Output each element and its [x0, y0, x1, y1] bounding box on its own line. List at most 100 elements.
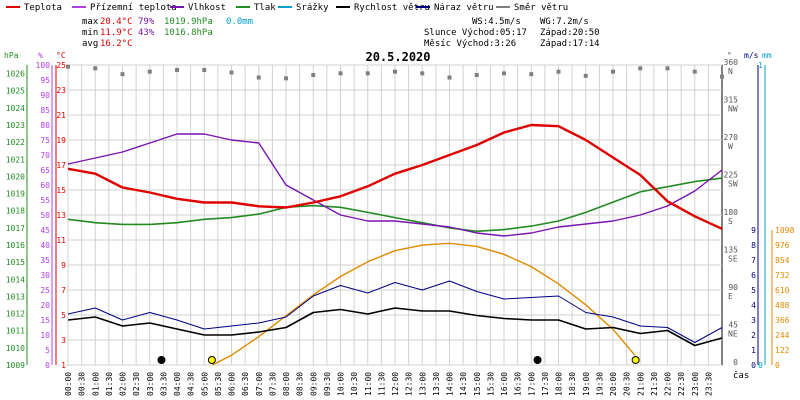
y-tick-ms: 6 [751, 271, 756, 280]
wind-direction-point [175, 68, 179, 72]
y-tick-percent: 100 [36, 61, 51, 70]
stat-min-hum: 43% [138, 28, 155, 38]
y-tick-celsius: 21 [56, 111, 66, 120]
y-tick-hpa: 1009 [6, 361, 25, 370]
y-tick-hpa: 1010 [6, 344, 25, 353]
wind-direction-point [502, 71, 506, 76]
y-tick-percent: 75 [40, 136, 50, 145]
x-tick-label: 02:30 [132, 372, 141, 396]
axis-unit-percent: % [38, 51, 43, 60]
wind-direction-point [474, 73, 479, 77]
legend-srazky: Srážky [296, 3, 329, 13]
legend-teplota: Teplota [24, 3, 62, 13]
y-tick-wm2: 122 [775, 346, 790, 355]
y-tick-wm2: 244 [775, 331, 790, 340]
y-tick-degrees: 180 [724, 208, 739, 217]
y-tick-hpa: 1016 [6, 241, 25, 250]
y-tick-hpa: 1023 [6, 121, 25, 130]
y-tick-percent: 40 [40, 241, 50, 250]
y-tick-degrees: 45 [728, 321, 738, 330]
legend-naraz-vetru: Náraz větru [434, 3, 494, 13]
series-naraz-vetru [67, 280, 723, 343]
y-tick-wm2: 854 [775, 256, 790, 265]
x-tick-label: 14:30 [459, 372, 468, 396]
y-tick-hpa: 1025 [6, 87, 25, 96]
moonrise-marker [157, 356, 166, 364]
x-tick-label: 21:00 [636, 372, 645, 396]
y-tick-celsius: 17 [56, 161, 66, 170]
sunset-marker [631, 356, 640, 364]
y-tick-percent: 80 [40, 121, 50, 130]
legend-tlak: Tlak [254, 3, 276, 13]
x-tick-label: 05:30 [214, 372, 223, 396]
wind-direction-point [120, 72, 125, 77]
x-tick-label: 16:30 [514, 372, 523, 396]
wind-direction-point [720, 74, 724, 79]
moon-set: Západ:17:14 [540, 39, 600, 49]
x-tick-label: 13:30 [432, 372, 441, 396]
stat-min-temp: 11.9°C [100, 28, 133, 38]
y-tick-hpa: 1011 [6, 327, 25, 336]
y-tick-wm2: 976 [775, 241, 790, 250]
x-tick-label: 07:30 [268, 372, 277, 396]
x-tick-label: 00:30 [78, 372, 87, 396]
y-tick-degrees: 360 [724, 58, 739, 67]
x-tick-label: 06:30 [241, 372, 250, 396]
axis-unit-ms: m/s [744, 51, 759, 60]
y-tick-ms: 8 [751, 241, 756, 250]
stat-max-rain: 0.0mm [226, 17, 253, 27]
y-tick-hpa: 1022 [6, 138, 25, 147]
x-tick-label: 19:30 [595, 372, 604, 396]
y-tick-wm2: 1098 [775, 226, 794, 235]
sunrise-marker [207, 356, 216, 364]
x-tick-label: 17:00 [527, 372, 536, 396]
y-tick-celsius: 5 [61, 311, 66, 320]
x-tick-label: 09:30 [323, 372, 332, 396]
legend-vlhkost: Vlhkost [188, 3, 226, 13]
wind-direction-point [611, 69, 615, 74]
y-tick-percent: 25 [40, 286, 50, 295]
moonset-marker [533, 356, 542, 364]
x-tick-label: 20:30 [623, 372, 632, 396]
y-tick-percent: 90 [40, 91, 50, 100]
x-tick-label: 12:30 [405, 372, 414, 396]
series-teplota [67, 123, 723, 230]
wind-direction-point [692, 69, 697, 74]
y-tick-hpa: 1026 [6, 70, 25, 79]
x-tick-label: 17:30 [541, 372, 550, 396]
y-tick-celsius: 23 [56, 86, 66, 95]
x-tick-label: 05:00 [200, 372, 209, 396]
wind-direction-point [256, 75, 261, 80]
y-tick-ms: 1 [751, 346, 756, 355]
legend-prizemni-teplota: Přízemní teplota [90, 3, 177, 13]
wind-direction-point [311, 73, 316, 77]
x-tick-label: 12:00 [391, 372, 400, 396]
axes: 00:00 00:30 01:00 01:30 02:00 02:30 03:00 03:30… [6, 58, 795, 396]
x-tick-label: 08:30 [296, 372, 305, 396]
wind-direction-point [365, 71, 370, 76]
x-tick-label: 20:00 [609, 372, 618, 396]
y-tick-celsius: 15 [56, 186, 66, 195]
x-tick-label: 13:00 [418, 372, 427, 396]
y-tick-wm2: 0 [775, 361, 780, 370]
y-tick-celsius: 19 [56, 136, 66, 145]
series-rychlost-vetru [67, 307, 723, 347]
stats: max 20.4°C 79% 1019.9hPa 0.0mm min 11.9°… [82, 17, 600, 49]
series-osluneni [212, 242, 636, 366]
x-tick-label: 07:00 [255, 372, 264, 396]
x-tick-label: 08:00 [282, 372, 291, 396]
x-tick-label: 00:00 [64, 372, 73, 396]
y-tick-percent: 35 [40, 256, 50, 265]
compass-label: NE [728, 330, 738, 339]
x-tick-label: 16:00 [500, 372, 509, 396]
y-tick-wm2: 366 [775, 316, 790, 325]
y-tick-ms: 5 [751, 286, 756, 295]
x-tick-label: 22:30 [677, 372, 686, 396]
stat-avg-temp: 16.2°C [100, 39, 133, 49]
wind-direction-point [447, 75, 452, 80]
compass-label: NW [728, 105, 738, 114]
y-tick-percent: 5 [45, 346, 50, 355]
wind-direction-point [556, 69, 561, 74]
wind-direction-point [665, 66, 670, 71]
wind-wg: WG:7.2m/s [540, 17, 589, 27]
